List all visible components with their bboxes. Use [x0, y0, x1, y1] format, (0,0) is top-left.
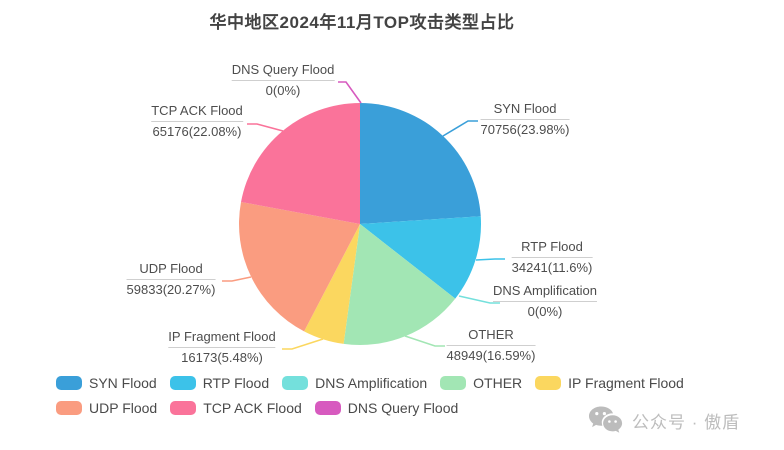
legend-item-other[interactable]: OTHER: [440, 375, 522, 391]
legend-swatch-ip-fragment-flood: [535, 376, 562, 390]
legend-label: DNS Query Flood: [347, 400, 459, 416]
pie-label-name: DNS Amplification: [492, 283, 598, 298]
label-underline: [231, 80, 335, 81]
label-underline: [446, 345, 536, 346]
wechat-icon: [589, 406, 623, 433]
pie-label-other: OTHER 48949(16.59%): [446, 327, 536, 364]
legend-item-udp-flood[interactable]: UDP Flood: [56, 400, 157, 416]
watermark: 公众号 · 傲盾: [588, 405, 740, 435]
legend-label: TCP ACK Flood: [203, 400, 302, 416]
pie-label-rtp-flood: RTP Flood 34241(11.6%): [511, 239, 593, 276]
pie-label-name: OTHER: [468, 327, 514, 342]
pie-slice-syn[interactable]: [360, 103, 481, 224]
label-underline: [492, 301, 598, 302]
label-underline: [151, 121, 243, 122]
pie-label-udp-flood: UDP Flood 59833(20.27%): [126, 261, 216, 298]
legend-label: RTP Flood: [202, 375, 270, 391]
legend-swatch-syn-flood: [56, 376, 82, 390]
pie-slice-rtp[interactable]: [360, 216, 482, 299]
legend-swatch-other: [440, 376, 467, 390]
leader-line-tcp-ack: [247, 123, 284, 132]
label-underline: [511, 257, 593, 258]
pie-label-name: IP Fragment Flood: [168, 329, 276, 344]
pie-label-ip-fragment-flood: IP Fragment Flood 16173(5.48%): [168, 329, 276, 366]
chart-legend: SYN Flood RTP Flood DNS Amplification OT…: [56, 375, 697, 425]
legend-item-tcp-ack-flood[interactable]: TCP ACK Flood: [170, 400, 302, 416]
pie-slice-other[interactable]: [343, 224, 456, 345]
pie-label-syn-flood: SYN Flood 70756(23.98%): [480, 101, 570, 138]
pie-label-tcp-ack-flood: TCP ACK Flood 65176(22.08%): [151, 103, 243, 140]
legend-swatch-dns-amplification: [282, 376, 309, 390]
legend-swatch-rtp-flood: [169, 376, 196, 390]
legend-swatch-tcp-ack-flood: [170, 401, 197, 415]
pie-label-name: DNS Query Flood: [231, 62, 335, 77]
pie-label-value: 65176(22.08%): [152, 124, 242, 139]
legend-swatch-udp-flood: [56, 401, 82, 415]
legend-label: UDP Flood: [89, 400, 158, 416]
legend-item-ip-fragment-flood[interactable]: IP Fragment Flood: [535, 375, 684, 391]
pie-label-name: TCP ACK Flood: [151, 103, 243, 118]
legend-item-syn-flood[interactable]: SYN Flood: [56, 375, 157, 391]
label-underline: [126, 279, 216, 280]
legend-label: OTHER: [473, 375, 523, 391]
leader-line-udp: [222, 276, 252, 282]
pie-label-value: 70756(23.98%): [480, 122, 570, 137]
legend-label: SYN Flood: [89, 375, 157, 391]
leader-line-dns-amp: [458, 295, 500, 304]
pie-slice-tcp-ack[interactable]: [241, 103, 360, 224]
leader-line-syn: [442, 120, 478, 137]
legend-label: IP Fragment Flood: [568, 375, 684, 391]
pie-label-value: 34241(11.6%): [511, 260, 593, 275]
leader-line-rtp: [475, 258, 505, 261]
pie-label-name: SYN Flood: [493, 101, 557, 116]
label-underline: [168, 347, 276, 348]
pie-slice-udp[interactable]: [239, 201, 360, 332]
legend-swatch-dns-query-flood: [314, 401, 341, 415]
legend-row-1: SYN Flood RTP Flood DNS Amplification OT…: [56, 375, 697, 391]
pie-label-dns-amplification: DNS Amplification 0(0%): [492, 283, 598, 320]
pie-label-value: 16173(5.48%): [181, 350, 263, 365]
pie-label-value: 0(0%): [527, 304, 563, 319]
legend-item-rtp-flood[interactable]: RTP Flood: [169, 375, 270, 391]
leader-line-dns-query: [338, 81, 362, 104]
leader-line-ip-frag: [282, 338, 324, 350]
legend-item-dns-query-flood[interactable]: DNS Query Flood: [314, 400, 459, 416]
pie-label-value: 0(0%): [265, 83, 301, 98]
pie-label-dns-query-flood: DNS Query Flood 0(0%): [231, 62, 335, 99]
pie-label-name: UDP Flood: [139, 261, 203, 276]
label-underline: [480, 119, 570, 120]
legend-item-dns-amplification[interactable]: DNS Amplification: [282, 375, 427, 391]
legend-row-2: UDP Flood TCP ACK Flood DNS Query Flood: [56, 400, 697, 416]
legend-label: DNS Amplification: [315, 375, 428, 391]
leader-line-other: [404, 335, 445, 347]
pie-slice-ip-frag[interactable]: [304, 224, 360, 344]
pie-label-name: RTP Flood: [521, 239, 583, 254]
chart-title: 华中地区2024年11月TOP攻击类型占比: [209, 13, 515, 32]
pie-label-value: 59833(20.27%): [126, 282, 216, 297]
pie-label-value: 48949(16.59%): [446, 348, 536, 363]
watermark-text: 公众号 · 傲盾: [632, 412, 741, 432]
